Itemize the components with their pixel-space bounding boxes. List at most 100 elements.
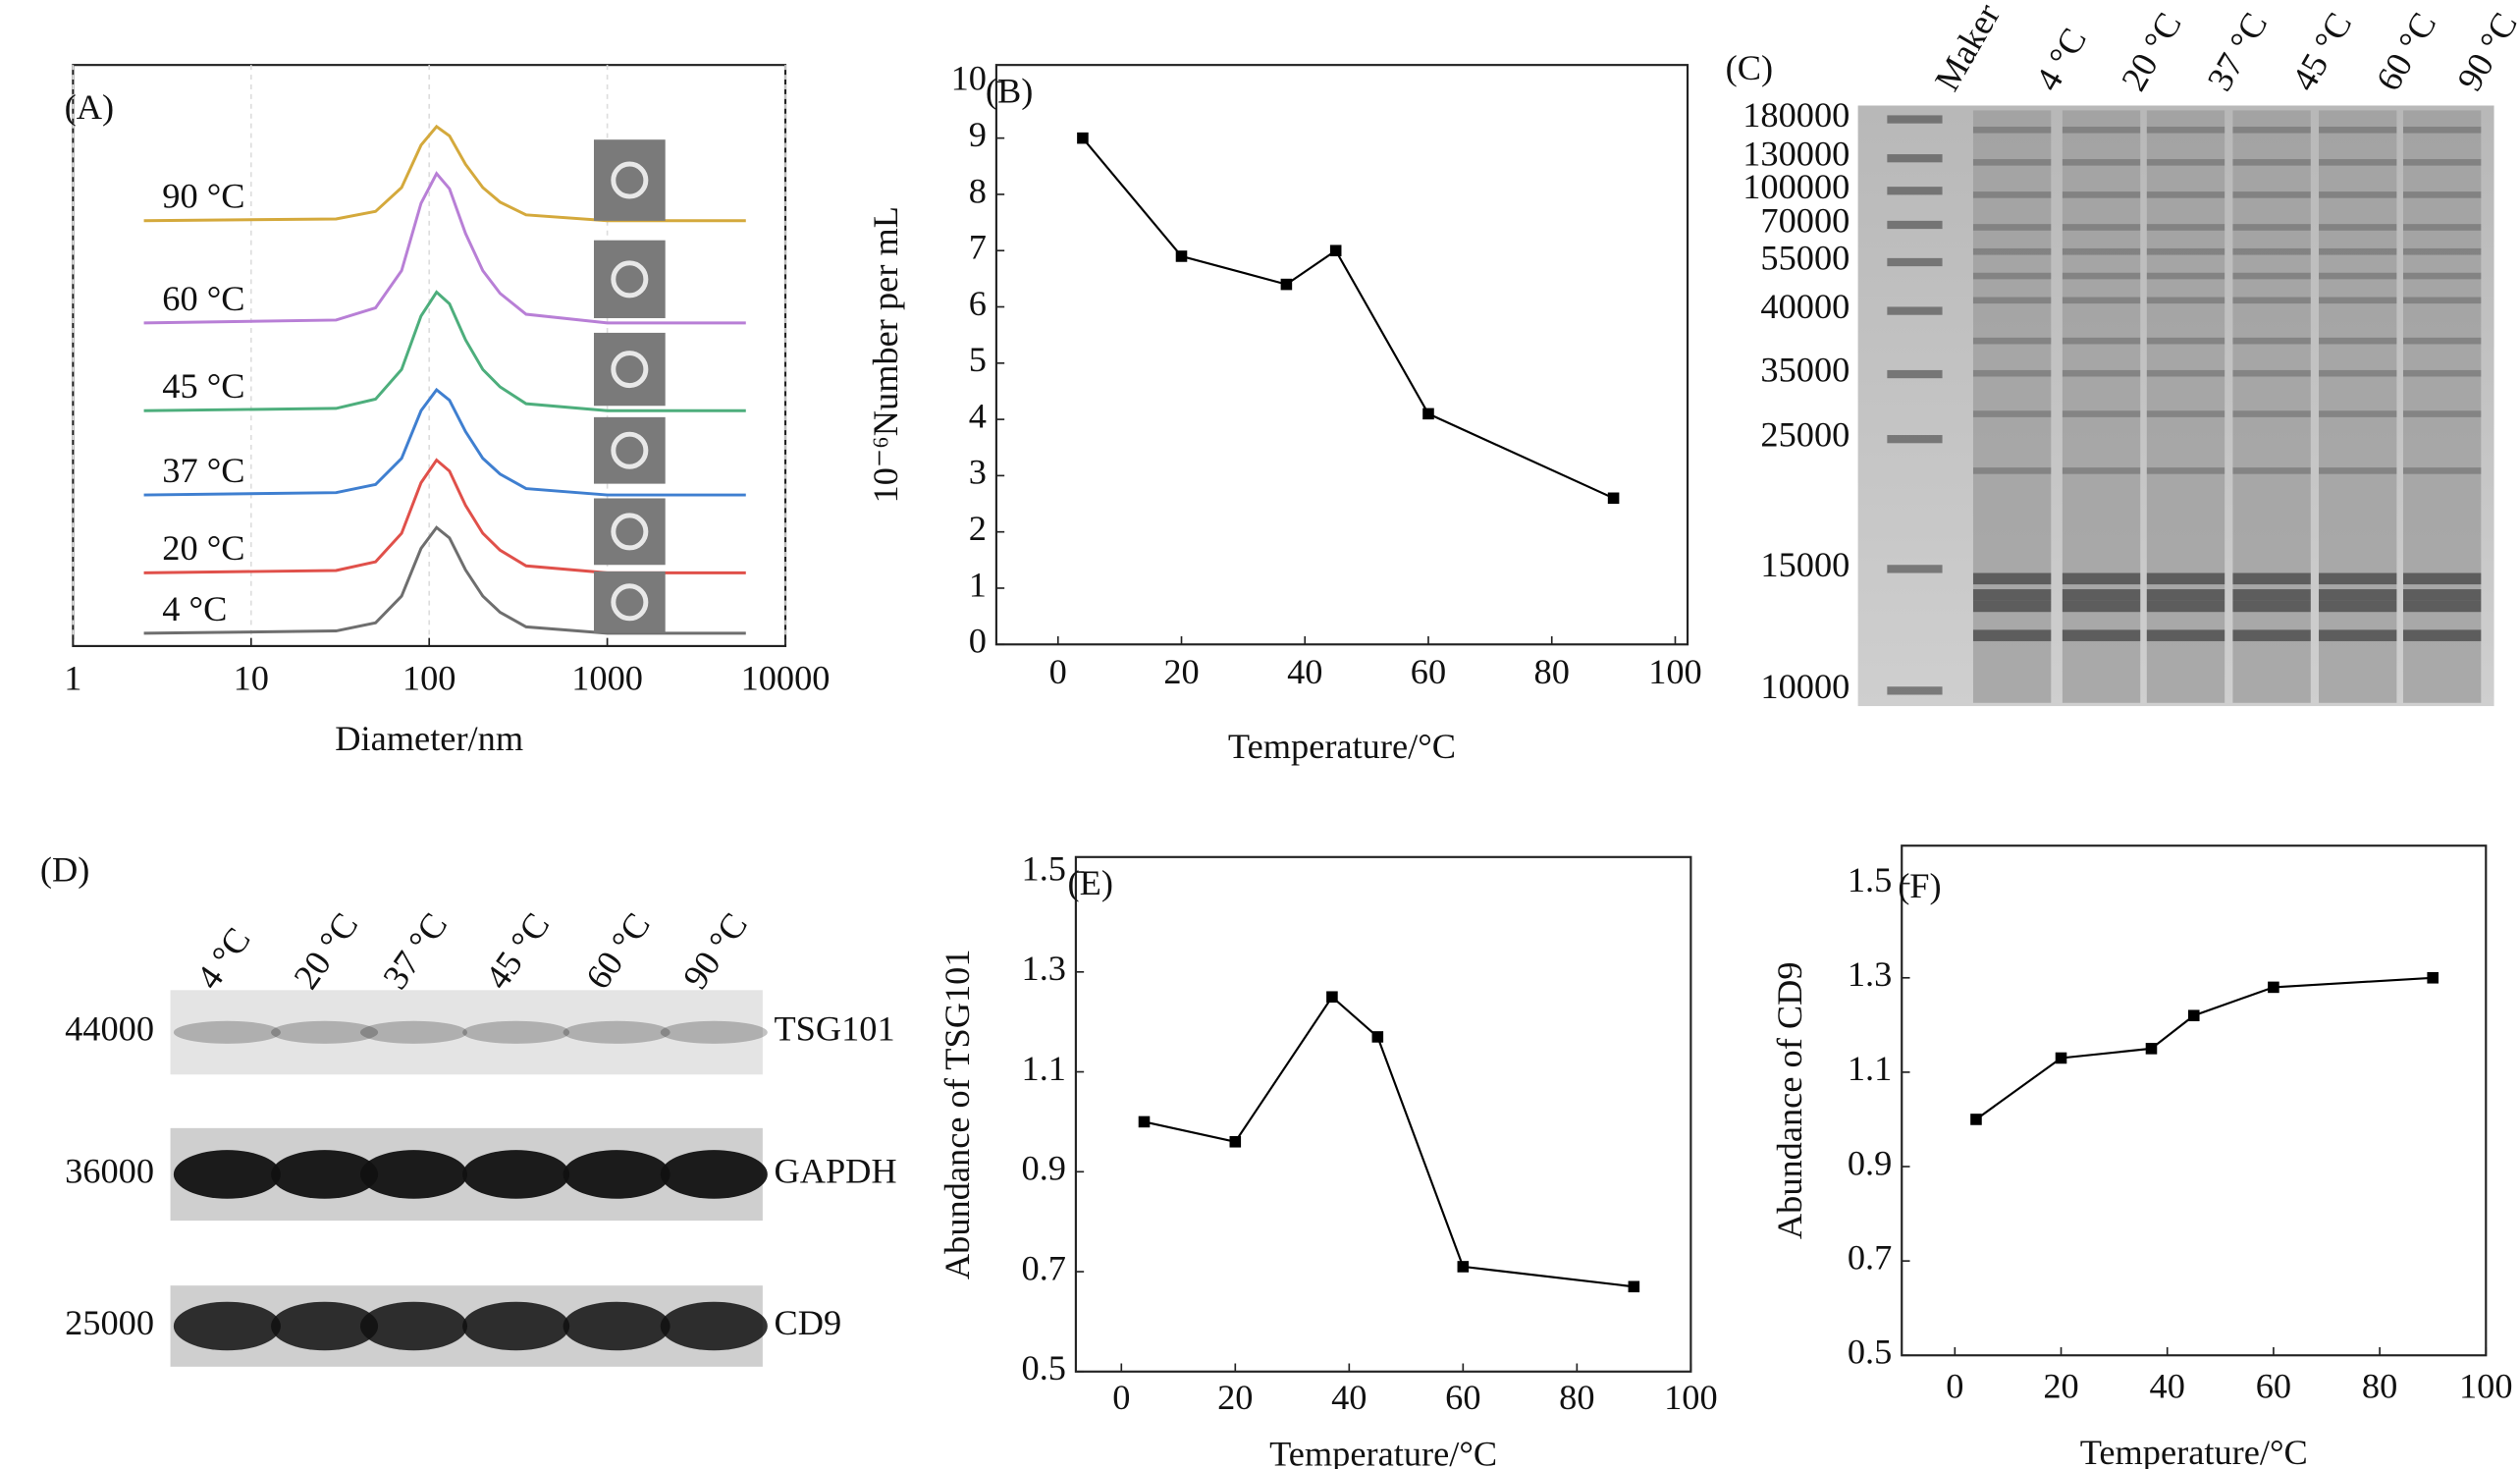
gel-band: [2146, 247, 2225, 255]
gel-band: [2402, 337, 2482, 345]
gel-band: [2402, 272, 2482, 280]
marker-label: 70000: [1760, 200, 1850, 240]
x-tick-label: 20: [1163, 652, 1199, 691]
data-point: [2187, 1009, 2200, 1022]
marker-label: 100000: [1743, 167, 1850, 206]
x-tick-label: 100: [2459, 1366, 2513, 1405]
blot-band: [563, 1301, 670, 1351]
gel-band: [2062, 159, 2141, 166]
gel-band: [2319, 191, 2397, 198]
gel-band: [1972, 572, 2052, 585]
gel-band: [2146, 629, 2225, 641]
gel-band: [2402, 247, 2482, 255]
gel-band: [2402, 224, 2482, 231]
gel-band: [2146, 224, 2225, 231]
gel-band: [1972, 369, 2052, 377]
y-tick-label: 5: [969, 340, 987, 379]
data-point: [1329, 245, 1342, 257]
gel-band: [2402, 589, 2482, 601]
blot-band: [660, 1150, 768, 1199]
blot-band: [359, 1020, 468, 1044]
x-axis-title: Temperature/°C: [1228, 727, 1456, 766]
tem-vesicle: [611, 513, 649, 551]
gel-band: [2232, 629, 2311, 641]
gel-band: [2146, 191, 2225, 198]
gel-band: [2402, 467, 2482, 474]
gel-band: [2062, 191, 2141, 198]
gel-band: [2062, 572, 2141, 585]
x-tick-label: 10000: [741, 659, 831, 698]
data-line: [1082, 136, 1615, 500]
gel-lane: [2146, 110, 2225, 703]
gel-band: [2062, 337, 2141, 345]
y-tick-label: 1: [969, 565, 987, 604]
gel-lane: [2062, 110, 2141, 703]
x-tick-label: 40: [1331, 1378, 1367, 1417]
x-tick-label: 20: [2043, 1366, 2078, 1405]
blot-band: [173, 1020, 281, 1044]
lane-label: 20 °C: [286, 905, 365, 996]
tem-vesicle: [611, 260, 649, 299]
gel-band: [1972, 629, 2052, 641]
marker-label: 15000: [1760, 545, 1850, 584]
gel-band: [2146, 600, 2225, 613]
gel-band: [1972, 337, 2052, 345]
panel-label: (A): [65, 87, 114, 127]
gel-band: [2319, 224, 2397, 231]
x-tick-label: 80: [2362, 1366, 2397, 1405]
blot-band: [462, 1301, 570, 1351]
data-point: [1457, 1261, 1470, 1273]
gel-band: [1972, 410, 2052, 417]
gel-band: [2062, 297, 2141, 304]
gel-lane: [1972, 110, 2052, 703]
panel-label: (C): [1726, 48, 1773, 87]
tem-vesicle: [611, 351, 649, 389]
gel-band: [2146, 369, 2225, 377]
blot-band: [462, 1150, 570, 1199]
lane-label: 37 °C: [2200, 6, 2276, 97]
y-tick-label: 0.9: [1022, 1149, 1066, 1188]
gel-band: [2319, 126, 2397, 134]
gel-band: [2146, 337, 2225, 345]
blot-band: [271, 1020, 379, 1044]
gel-band: [1972, 589, 2052, 601]
panel-label: (E): [1068, 863, 1113, 902]
x-tick-label: 1000: [571, 659, 643, 698]
y-tick-label: 1.5: [1848, 860, 1892, 899]
gel-band: [2319, 467, 2397, 474]
gel-band: [1972, 467, 2052, 474]
data-point: [1607, 492, 1620, 505]
x-tick-label: 0: [1112, 1378, 1130, 1417]
y-tick-label: 6: [969, 284, 987, 323]
series-label: 37 °C: [162, 451, 244, 490]
tem-image: [593, 416, 666, 484]
tem-image: [593, 240, 666, 319]
panel-label: (B): [986, 71, 1033, 110]
gel-band: [2232, 467, 2311, 474]
x-tick-label: 60: [1411, 652, 1446, 691]
gel-band: [2062, 224, 2141, 231]
y-tick-label: 1.5: [1022, 848, 1066, 888]
ladder-band: [1887, 257, 1943, 267]
data-line: [143, 387, 746, 497]
gel-band: [2319, 247, 2397, 255]
x-tick-label: 60: [2256, 1366, 2291, 1405]
series-label: 20 °C: [162, 528, 244, 568]
ladder-band: [1887, 154, 1943, 163]
gel-band: [2402, 126, 2482, 134]
gel-band: [2062, 410, 2141, 417]
plot-frame: [1074, 855, 1692, 1373]
gel-band: [2232, 224, 2311, 231]
y-axis-title: Abundance of CD9: [1770, 961, 1809, 1239]
ladder-band: [1887, 435, 1943, 444]
marker-label: 130000: [1743, 135, 1850, 174]
gel-band: [2062, 126, 2141, 134]
row-size: 25000: [65, 1303, 154, 1342]
data-line: [1975, 976, 2434, 1120]
y-tick-label: 9: [969, 115, 987, 154]
x-axis-title: Temperature/°C: [1269, 1435, 1497, 1469]
gel-band: [2232, 272, 2311, 280]
blot-strip: [170, 990, 763, 1075]
gel-band: [2232, 589, 2311, 601]
gel-band: [2146, 272, 2225, 280]
